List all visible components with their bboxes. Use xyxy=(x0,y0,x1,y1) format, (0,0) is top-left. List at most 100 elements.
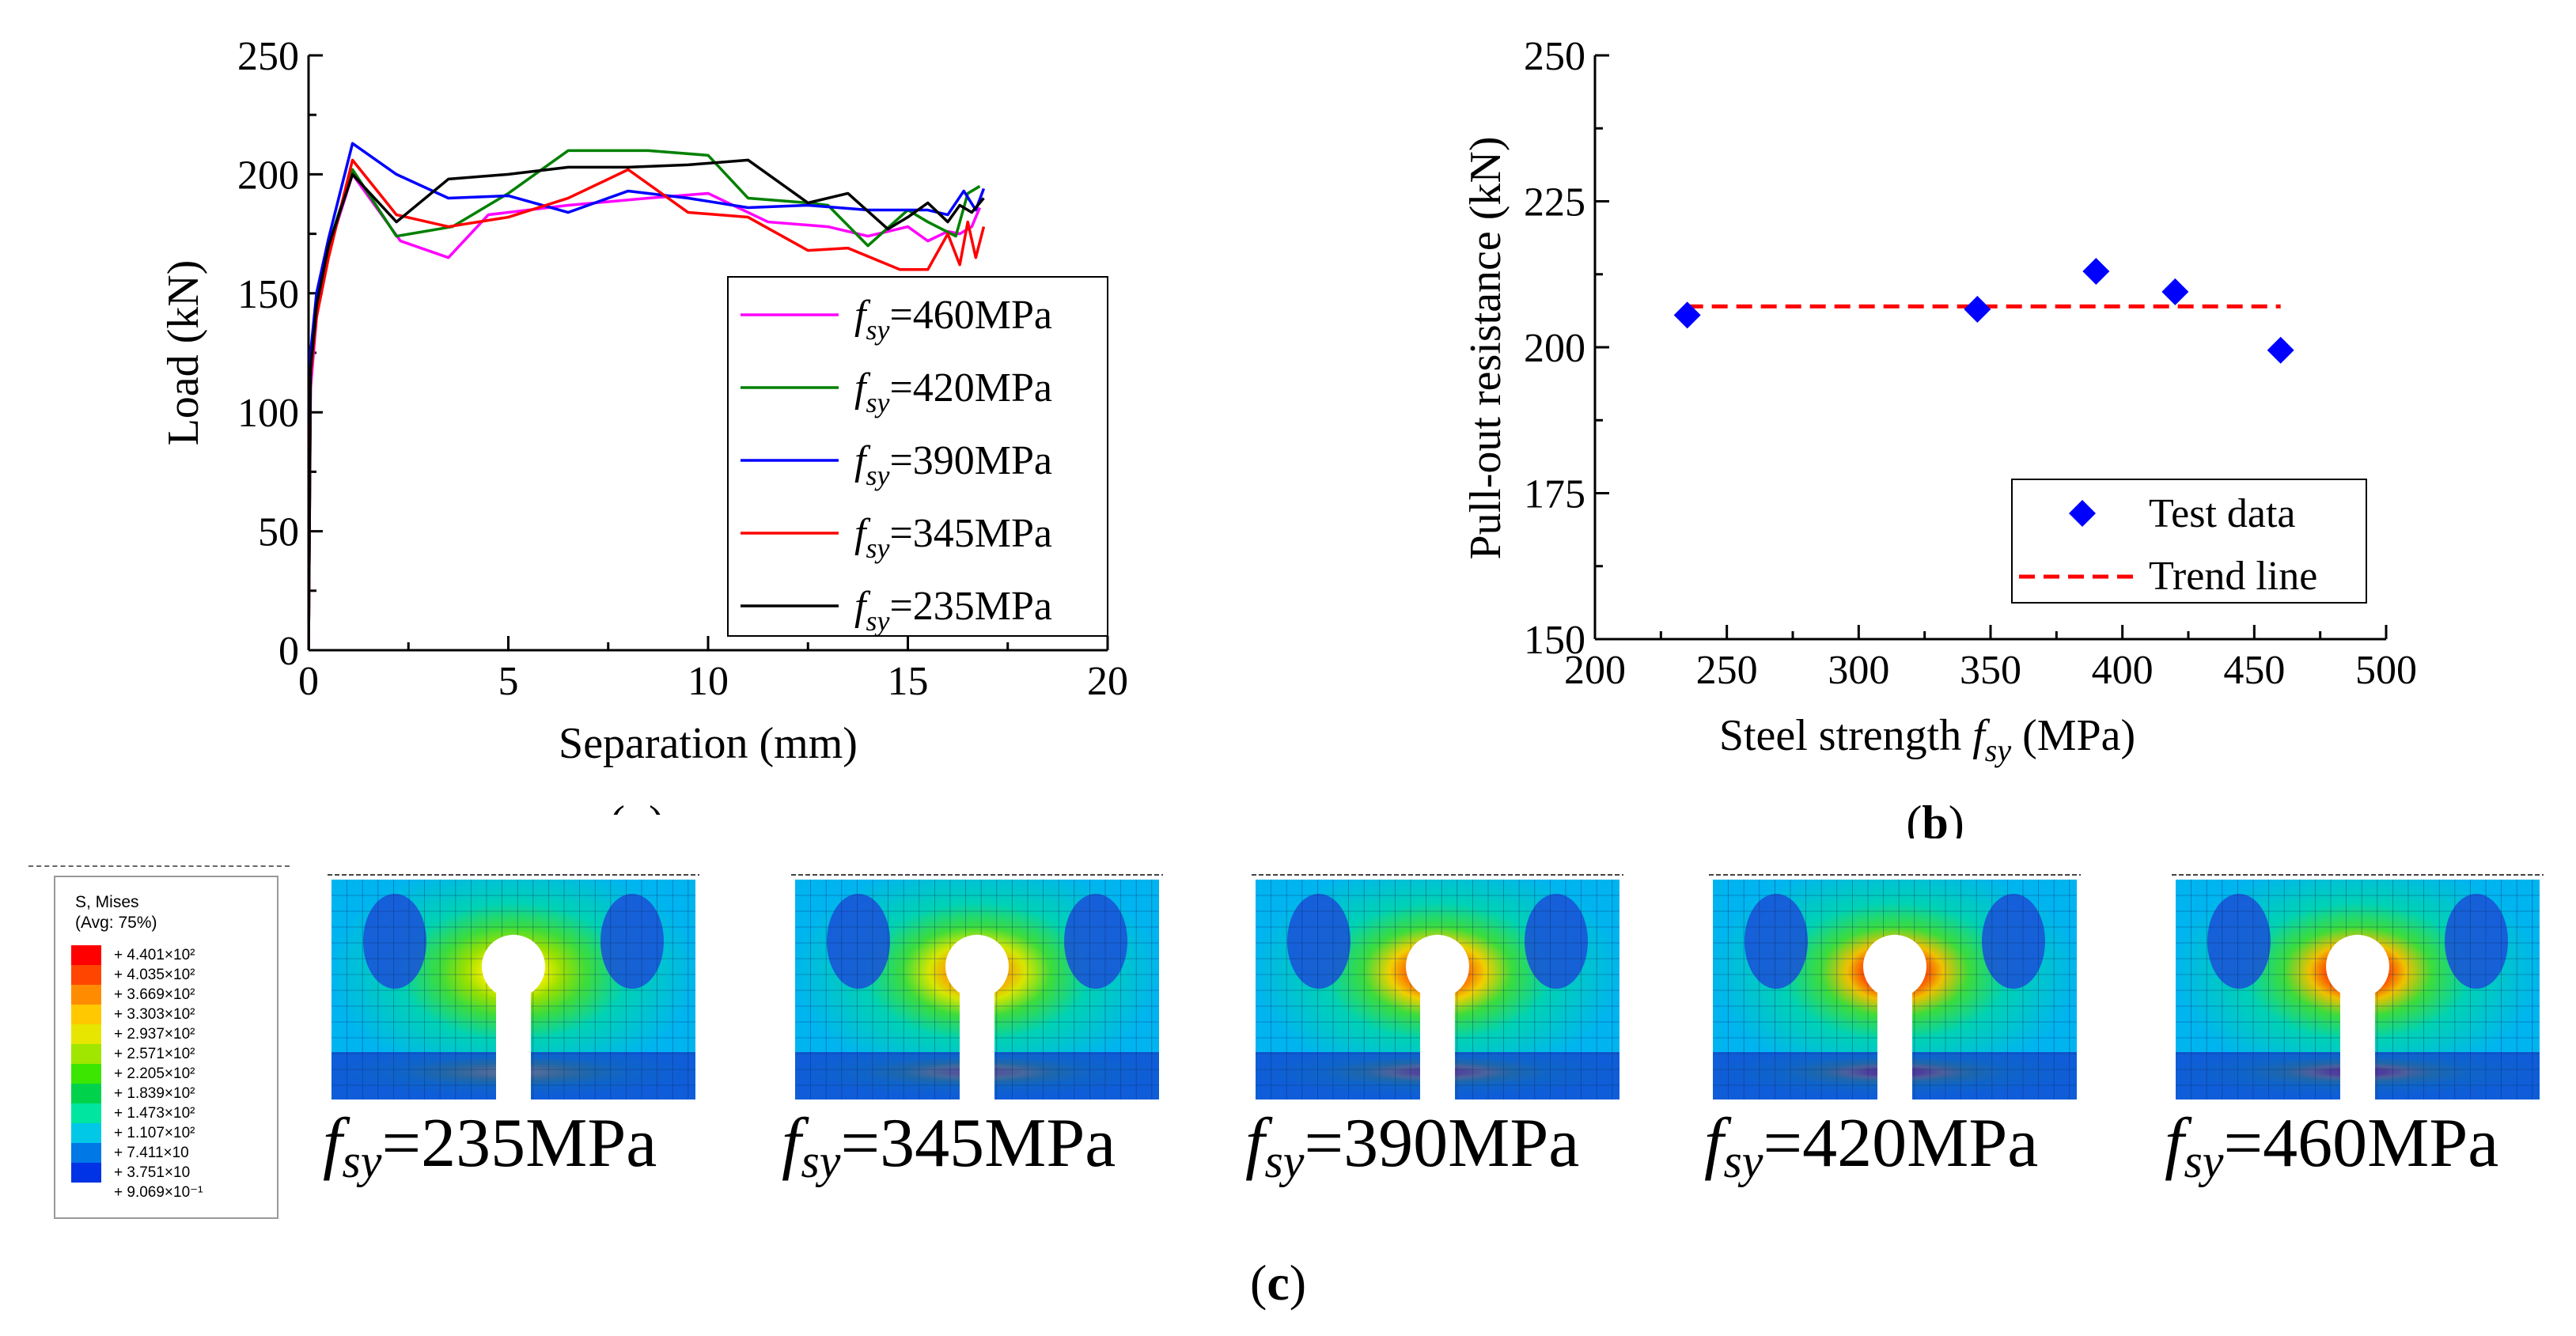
mises-legend-swatch xyxy=(71,945,101,965)
mises-legend-swatch xyxy=(71,1064,101,1084)
contour-top-rule xyxy=(28,865,290,867)
chart-a-legend-value: =235MPa xyxy=(889,584,1052,629)
chart-b-ytick-label: 225 xyxy=(1524,180,1585,225)
mises-legend-value: + 2.937×10² xyxy=(114,1025,195,1043)
mises-legend-row: + 1.839×10² xyxy=(71,1084,195,1103)
mises-legend-row: + 7.411×10 xyxy=(71,1143,189,1163)
contour-case-var: f xyxy=(1704,1105,1724,1182)
chart-b-axes: 200 250 300 350 400 450 500 150 175 200 225 250 xyxy=(1524,34,2417,693)
chart-b-xtick-label: 400 xyxy=(2092,648,2154,693)
contour-case-sub: sy xyxy=(801,1135,841,1187)
chart-b-xlabel: Steel strength fsy (MPa) xyxy=(1719,711,2135,768)
mises-legend-value: + 1.473×10² xyxy=(114,1104,195,1122)
contour-low-zone xyxy=(2445,894,2508,989)
chart-a-legend-sub: sy xyxy=(866,605,889,637)
mises-legend-swatch xyxy=(71,1084,101,1103)
chart-a-legend-label: fsy=345MPa xyxy=(854,511,1052,564)
mises-legend-swatch xyxy=(71,1044,101,1064)
chart-a-legend-label: fsy=235MPa xyxy=(854,584,1052,637)
chart-b-point xyxy=(1964,296,1991,324)
mises-legend-row: + 4.401×10² xyxy=(71,945,195,965)
mises-legend-value: + 4.035×10² xyxy=(114,966,195,983)
chart-a-ytick-label: 100 xyxy=(237,391,299,436)
chart-b-legend-box xyxy=(2011,479,2367,604)
contour-slot xyxy=(1877,966,1912,1101)
mises-legend-value: + 2.571×10² xyxy=(114,1045,195,1062)
chart-b-xtick-label: 250 xyxy=(1696,648,1758,693)
contour-plot xyxy=(328,870,699,1107)
chart-b: 200 250 300 350 400 450 500 150 175 200 225 250 Tes… xyxy=(1461,34,2417,838)
contour-case-var: f xyxy=(323,1105,343,1182)
chart-a-legend-sub: sy xyxy=(866,460,889,491)
mises-legend-value: + 7.411×10 xyxy=(114,1144,189,1161)
chart-a-ytick-label: 150 xyxy=(237,272,299,317)
mises-legend-swatch xyxy=(71,1163,101,1183)
mises-legend-row: + 3.669×10² xyxy=(71,985,195,1005)
chart-b-legend-label: Test data xyxy=(2149,491,2296,536)
contour-svg xyxy=(1709,874,2081,1101)
mises-legend-swatch xyxy=(71,1103,101,1123)
chart-b-ylabel: Pull-out resistance (kN) xyxy=(1461,137,1510,560)
chart-a-series-line xyxy=(309,142,986,650)
chart-a-legend-label: fsy=460MPa xyxy=(854,293,1052,346)
mises-legend-value: + 3.751×10 xyxy=(114,1164,191,1181)
contour-low-zone xyxy=(827,894,890,989)
contour-svg xyxy=(328,874,699,1101)
contour-case-sub: sy xyxy=(1723,1135,1763,1187)
contour-case-sub: sy xyxy=(1264,1135,1305,1187)
mises-legend-avg: (Avg: 75%) xyxy=(75,914,157,932)
contour-low-zone xyxy=(1982,894,2045,989)
contour-case-sub: sy xyxy=(342,1135,382,1187)
contour-low-zone xyxy=(1525,894,1588,989)
chart-a-ylabel: Load (kN) xyxy=(159,260,208,446)
mises-legend-value: + 3.303×10² xyxy=(114,1005,195,1023)
mises-legend-row: + 9.069×10⁻¹ xyxy=(71,1183,203,1202)
panel-c-letter: c xyxy=(1267,1255,1290,1311)
chart-a-legend-value: =390MPa xyxy=(889,438,1052,483)
chart-b-xtick-label: 500 xyxy=(2355,648,2417,693)
chart-b-legend: Test data Trend line xyxy=(2019,491,2317,599)
contour-low-zone xyxy=(363,894,426,989)
chart-b-ytick-label: 200 xyxy=(1524,326,1585,371)
chart-b-xtick-label: 450 xyxy=(2223,648,2285,693)
mises-legend-value: + 4.401×10² xyxy=(114,946,195,963)
chart-a-series-line xyxy=(309,158,985,650)
chart-a-xtick-label: 0 xyxy=(298,659,319,704)
contour-case-var: f xyxy=(2165,1105,2184,1182)
panel-a-letter: a xyxy=(625,797,649,815)
contour-low-zone xyxy=(2207,894,2271,989)
mises-legend-swatch xyxy=(71,1024,101,1044)
contour-case-sub: sy xyxy=(2184,1135,2224,1187)
chart-a-ytick-label: 0 xyxy=(278,629,299,674)
mises-legend-value: + 1.839×10² xyxy=(114,1084,195,1102)
chart-a-xlabel: Separation (mm) xyxy=(559,719,858,768)
chart-a-legend-value: =420MPa xyxy=(889,365,1052,411)
chart-b-point xyxy=(2267,336,2294,364)
panel-label-c: (c) xyxy=(1250,1255,1307,1311)
mises-legend-row: + 4.035×10² xyxy=(71,965,195,985)
chart-a-xtick-label: 20 xyxy=(1087,659,1128,704)
mises-legend-value: + 9.069×10⁻¹ xyxy=(114,1184,203,1201)
chart-a-ytick-label: 200 xyxy=(237,153,299,198)
chart-a-legend-label: fsy=420MPa xyxy=(854,365,1052,418)
mises-legend: S, Mises (Avg: 75%) + 4.401×10² + 4.035×1… xyxy=(54,876,278,1219)
mises-legend-swatch xyxy=(71,1123,101,1143)
contour-case-value: =345MPa xyxy=(840,1105,1116,1182)
contour-svg xyxy=(1252,874,1623,1101)
contour-case-label: fsy=420MPa xyxy=(1704,1103,2038,1189)
mises-legend-value: + 2.205×10² xyxy=(114,1065,195,1082)
contour-case-value: =460MPa xyxy=(2223,1105,2499,1182)
chart-b-xtick-label: 350 xyxy=(1960,648,2021,693)
mises-legend-row: + 2.937×10² xyxy=(71,1024,195,1044)
chart-a-legend-value: =460MPa xyxy=(889,293,1052,338)
chart-a-xtick-label: 5 xyxy=(498,659,519,704)
contour-plot xyxy=(1252,870,1623,1107)
contour-case-var: f xyxy=(782,1105,801,1182)
contour-plot xyxy=(2172,870,2544,1107)
chart-b-point xyxy=(1673,301,1701,329)
chart-b-xtick-label: 300 xyxy=(1828,648,1889,693)
contour-low-zone xyxy=(1287,894,1351,989)
contour-case-var: f xyxy=(1245,1105,1265,1182)
